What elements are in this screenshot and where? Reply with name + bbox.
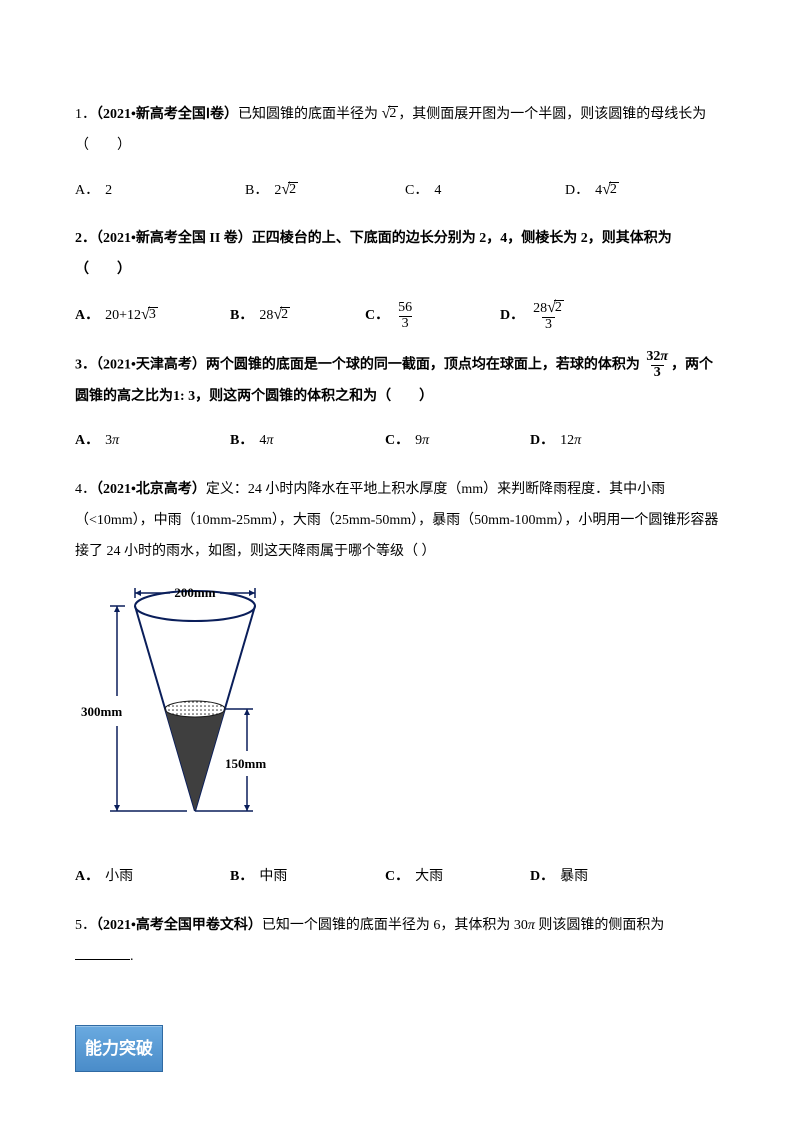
opt-value: 4√2 [595,176,619,207]
question-4: 4．（2021•北京高考）定义：24 小时内降水在平地上积水厚度（mm）来判断降… [75,475,719,893]
section-badge: 能力突破 [75,1025,163,1072]
opt-value: 2√2 [274,176,298,207]
q2-opt-c[interactable]: C． 563 [365,300,500,332]
opt-label: C． [405,176,428,207]
q4-opt-c[interactable]: C．大雨 [385,862,530,893]
opt-value: 小雨 [105,862,133,893]
q4-opt-d[interactable]: D．暴雨 [530,862,588,893]
q1-text-1: 已知圆锥的底面半径为 [238,107,378,122]
question-3: 3．（2021•天津高考）两个圆锥的底面是一个球的同一截面，顶点均在球面上，若球… [75,350,719,457]
q3-options: A． 3π B． 4π C． 9π D． 12π [75,426,719,457]
q4-opt-b[interactable]: B．中雨 [230,862,385,893]
q2-opt-d[interactable]: D． 28√2 3 [500,300,567,332]
q2-options: A． 20+12√3 B． 28√2 C． 563 D． 28√2 3 [75,300,719,332]
q1-paren: （ ） [75,131,719,162]
q3-stem: 3．（2021•天津高考）两个圆锥的底面是一个球的同一截面，顶点均在球面上，若球… [75,350,719,412]
q1-opt-b[interactable]: B． 2√2 [245,176,405,207]
dim-height-label: 300mm [81,704,122,719]
opt-label: C． [385,426,409,457]
opt-value: 4π [259,426,273,457]
question-1: 1．（2021•新高考全国Ⅰ卷）已知圆锥的底面半径为 √2，其侧面展开图为一个半… [75,100,719,206]
fraction-icon: 28√2 3 [530,300,567,332]
q5-source: （2021•高考全国甲卷文科） [96,918,262,933]
q5-text-2: 则该圆锥的侧面积为 [535,918,665,933]
fraction-icon: 563 [395,301,415,331]
q1-stem: 1．（2021•新高考全国Ⅰ卷）已知圆锥的底面半径为 √2，其侧面展开图为一个半… [75,100,719,131]
q3-text-1: 两个圆锥的底面是一个球的同一截面，顶点均在球面上，若球的体积为 [206,358,640,373]
question-2: 2．（2021•新高考全国 II 卷）正四棱台的上、下底面的边长分别为 2，4，… [75,224,719,332]
opt-value: 28√2 [259,301,290,332]
q2-stem: 2．（2021•新高考全国 II 卷）正四棱台的上、下底面的边长分别为 2，4，… [75,224,719,286]
opt-value: 2 [105,176,112,207]
opt-label: B． [230,426,253,457]
q5-text-1: 已知一个圆锥的底面半径为 6，其体积为 [262,918,511,933]
opt-value: 3π [105,426,119,457]
answer-blank[interactable] [75,947,130,960]
opt-label: A． [75,301,99,332]
q4-opt-a[interactable]: A．小雨 [75,862,230,893]
opt-label: A． [75,862,99,893]
q2-opt-a[interactable]: A． 20+12√3 [75,300,230,332]
q1-source: （2021•新高考全国Ⅰ卷） [96,107,238,122]
opt-label: B． [245,176,268,207]
opt-label: D． [500,301,524,332]
q1-text-2: ，其侧面展开图为一个半圆，则该圆锥的母线长为 [398,107,706,122]
q3-ratio: 1: 3 [173,389,195,404]
q1-opt-d[interactable]: D． 4√2 [565,176,619,207]
q1-opt-a[interactable]: A． 2 [75,176,245,207]
sqrt-2-icon: √2 [382,106,399,122]
opt-value: 9π [415,426,429,457]
q4-options: A．小雨 B．中雨 C．大雨 D．暴雨 [75,862,719,893]
cone-figure: 200mm 300mm 150mm [75,576,719,849]
opt-label: A． [75,176,99,207]
q5-period: . [130,949,134,964]
opt-value: 暴雨 [560,862,588,893]
q3-opt-d[interactable]: D． 12π [530,426,581,457]
opt-value: 12π [560,426,581,457]
opt-value: 20+12√3 [105,301,158,332]
q3-opt-b[interactable]: B． 4π [230,426,385,457]
opt-value: 中雨 [259,862,287,893]
q1-options: A． 2 B． 2√2 C． 4 D． 4√2 [75,176,719,207]
q3-source: （2021•天津高考） [96,358,206,373]
fraction-icon: 32π3 [643,350,671,380]
q5-stem: 5．（2021•高考全国甲卷文科）已知一个圆锥的底面半径为 6，其体积为 30π… [75,911,719,973]
dim-water-label: 150mm [225,756,266,771]
q1-opt-c[interactable]: C． 4 [405,176,565,207]
opt-label: D． [530,862,554,893]
q3-opt-c[interactable]: C． 9π [385,426,530,457]
q4-stem: 4．（2021•北京高考）定义：24 小时内降水在平地上积水厚度（mm）来判断降… [75,475,719,567]
opt-label: C． [385,862,409,893]
q2-opt-b[interactable]: B． 28√2 [230,300,365,332]
cone-svg-icon: 200mm 300mm 150mm [75,576,285,836]
question-5: 5．（2021•高考全国甲卷文科）已知一个圆锥的底面半径为 6，其体积为 30π… [75,911,719,973]
q4-source: （2021•北京高考） [96,482,206,497]
opt-label: D． [530,426,554,457]
q1-number: 1． [75,107,96,122]
opt-label: D． [565,176,589,207]
q3-opt-a[interactable]: A． 3π [75,426,230,457]
q3-text-3: ，则这两个圆锥的体积之和为（ ） [195,389,433,404]
opt-label: B． [230,301,253,332]
opt-label: C． [365,301,389,332]
opt-value: 4 [434,176,441,207]
q2-source: （2021•新高考全国 II 卷） [96,231,252,246]
q5-vol: 30π [510,918,535,933]
opt-label: B． [230,862,253,893]
dim-top-label: 200mm [174,585,215,600]
opt-value: 大雨 [415,862,443,893]
opt-label: A． [75,426,99,457]
